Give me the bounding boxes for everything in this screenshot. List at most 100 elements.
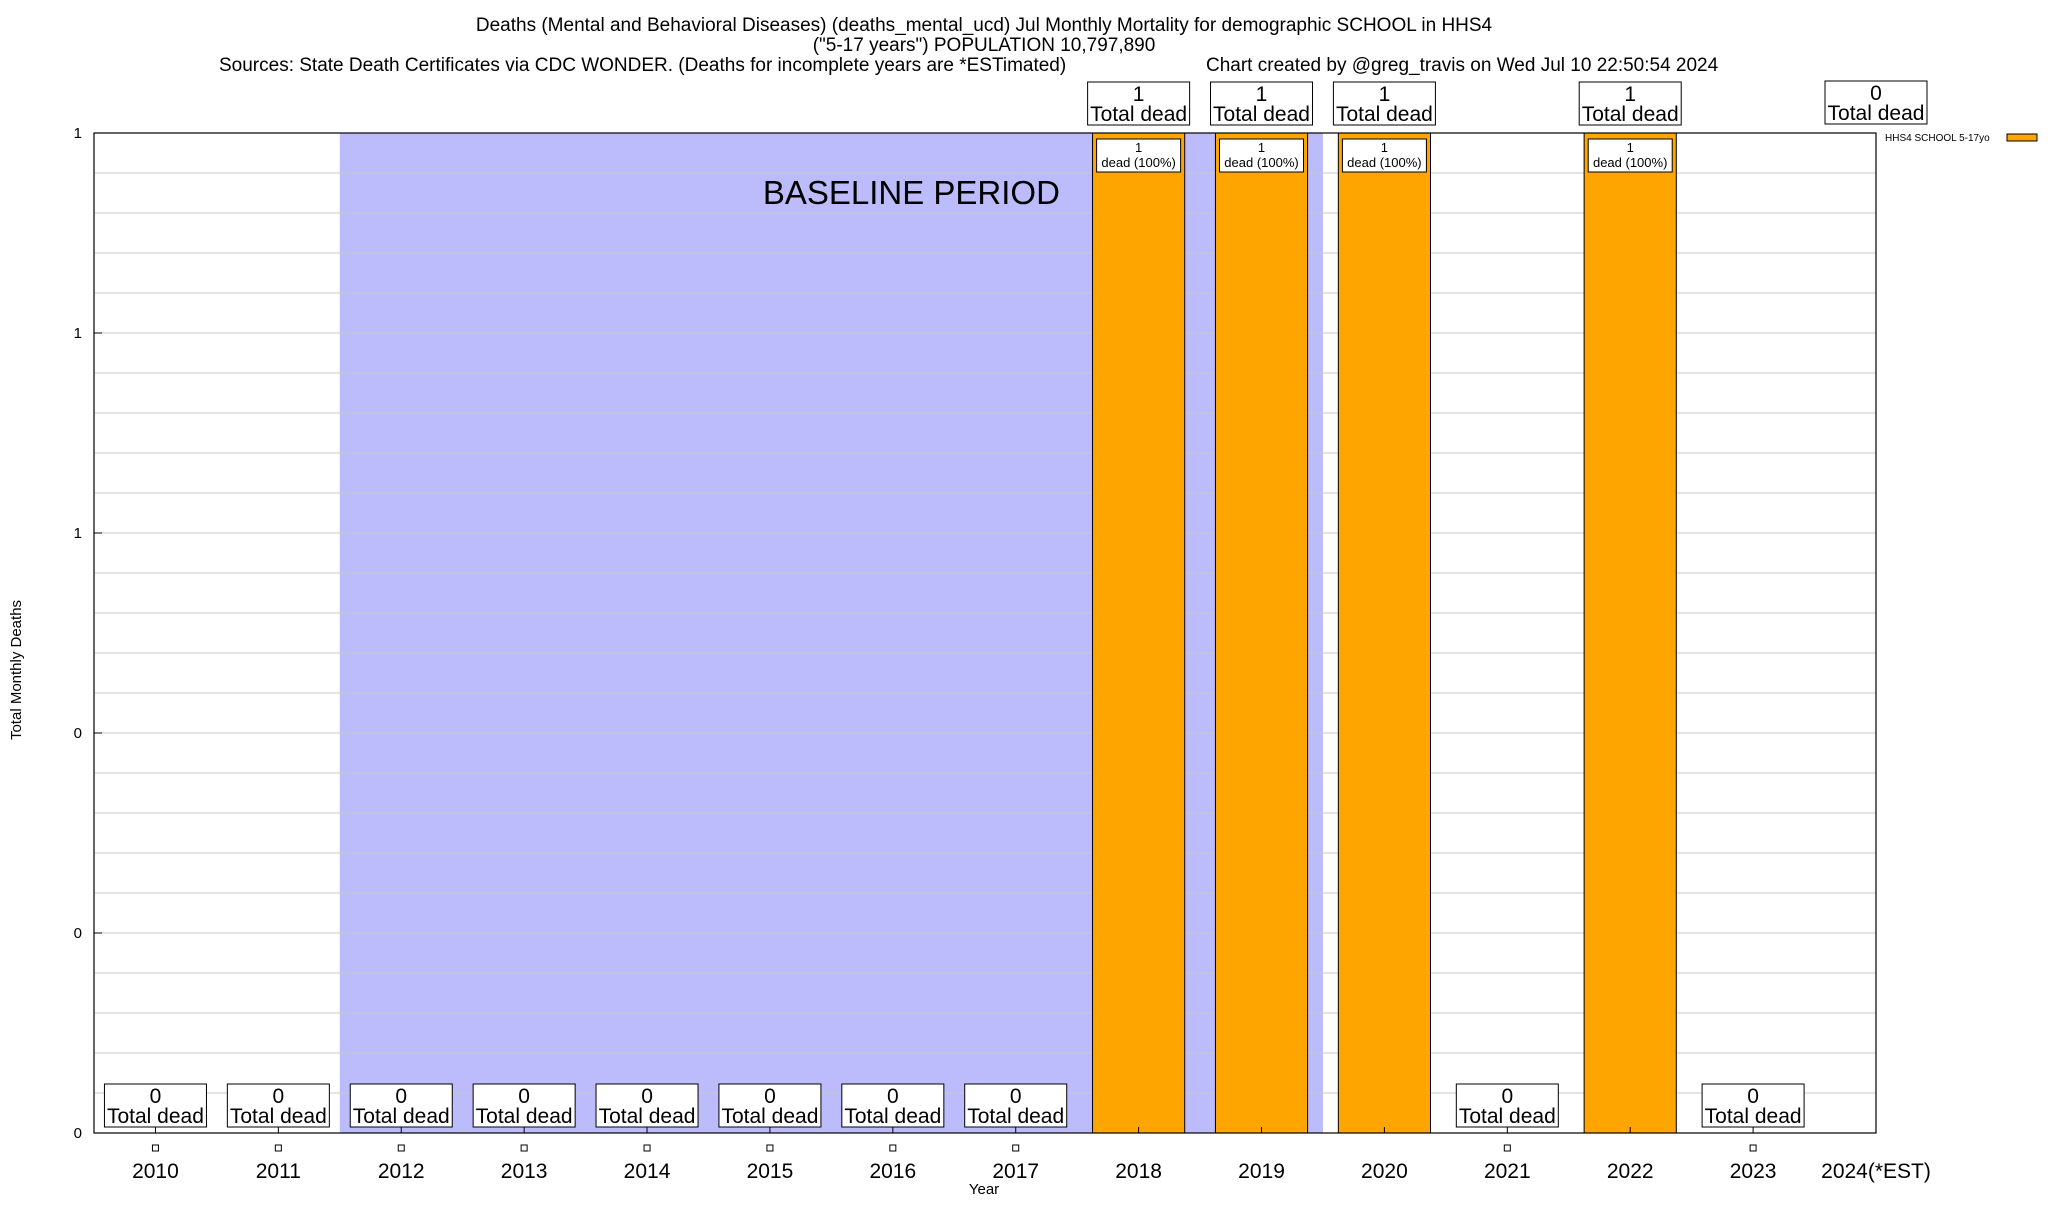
total-dead-text: Total dead (353, 1105, 450, 1128)
y-axis-title: Total Monthly Deaths (8, 600, 25, 740)
zero-point-marker (766, 1144, 774, 1152)
total-dead-count: 0 (887, 1085, 899, 1108)
total-dead-text: Total dead (844, 1105, 941, 1128)
bar-inner-label-count: 1 (1381, 140, 1388, 155)
zero-point-marker (889, 1144, 897, 1152)
total-dead-text: Total dead (1090, 103, 1187, 126)
total-dead-count: 0 (518, 1085, 530, 1108)
x-tick-label: 2016 (869, 1160, 916, 1183)
total-dead-count: 0 (1010, 1085, 1022, 1108)
total-dead-text: Total dead (107, 1105, 204, 1128)
total-dead-text: Total dead (721, 1105, 818, 1128)
x-tick-label: 2022 (1607, 1160, 1654, 1183)
y-tick-label: 0 (74, 725, 82, 742)
legend: HHS4 SCHOOL 5-17yo (1885, 133, 2038, 144)
zero-point-marker (643, 1144, 651, 1152)
total-dead-count: 1 (1256, 83, 1268, 106)
total-dead-text: Total dead (599, 1105, 696, 1128)
y-tick-label: 1 (74, 125, 82, 142)
x-tick-label: 2012 (378, 1160, 425, 1183)
bar-inner-label-count: 1 (1258, 140, 1265, 155)
bar-inner-label-percent: dead (100%) (1101, 155, 1175, 170)
total-dead-text: Total dead (1705, 1105, 1802, 1128)
bar (1583, 132, 1677, 1134)
total-dead-box (1455, 1083, 1559, 1128)
total-dead-box (1701, 1083, 1805, 1128)
chart-subtitle: ("5-17 years") POPULATION 10,797,890 (813, 35, 1156, 56)
total-dead-text: Total dead (1582, 103, 1679, 126)
total-dead-box (103, 1083, 207, 1128)
zero-point-marker (397, 1144, 405, 1152)
total-dead-text: Total dead (1336, 103, 1433, 126)
bar-inner-label-box (1219, 138, 1305, 173)
bar-inner-label-percent: dead (100%) (1593, 155, 1667, 170)
total-dead-count: 0 (641, 1085, 653, 1108)
y-tick-label: 0 (74, 925, 82, 942)
zero-point-marker (151, 1144, 159, 1152)
total-dead-count: 0 (1870, 82, 1882, 105)
total-dead-box (718, 1083, 822, 1128)
total-dead-text: Total dead (476, 1105, 573, 1128)
legend-swatch (2006, 133, 2038, 142)
bar-inner-label-box (1096, 138, 1182, 173)
total-dead-box (595, 1083, 699, 1128)
total-dead-box (349, 1083, 453, 1128)
total-dead-box (1578, 81, 1682, 126)
zero-point-marker (1012, 1144, 1020, 1152)
x-tick-label: 2015 (747, 1160, 794, 1183)
x-tick-label: 2021 (1484, 1160, 1531, 1183)
x-axis-title: Year (969, 1181, 999, 1198)
total-dead-box (472, 1083, 576, 1128)
bar-inner-label-percent: dead (100%) (1224, 155, 1298, 170)
x-tick-label: 2010 (132, 1160, 179, 1183)
bar (1337, 132, 1432, 1134)
baseline-period-label: BASELINE PERIOD (763, 174, 1060, 211)
total-dead-box (226, 1083, 330, 1128)
total-dead-count: 0 (764, 1085, 776, 1108)
total-dead-box (964, 1083, 1068, 1128)
x-tick-label: 2013 (501, 1160, 548, 1183)
zero-point-marker (1749, 1144, 1757, 1152)
zero-point-marker (1503, 1144, 1511, 1152)
x-tick-label: 2019 (1238, 1160, 1285, 1183)
total-dead-count: 1 (1379, 83, 1391, 106)
total-dead-count: 0 (395, 1085, 407, 1108)
bar-inner-label-box (1341, 138, 1427, 173)
total-dead-count: 1 (1133, 83, 1145, 106)
total-dead-count: 0 (150, 1085, 162, 1108)
zero-point-marker (274, 1144, 282, 1152)
x-tick-label: 2014 (624, 1160, 671, 1183)
chart-sources: Sources: State Death Certificates via CD… (219, 55, 1066, 76)
total-dead-text: Total dead (1459, 1105, 1556, 1128)
x-tick-label: 2024(*EST) (1821, 1160, 1931, 1183)
chart-credit: Chart created by @greg_travis on Wed Jul… (1206, 55, 1719, 76)
x-tick-label: 2020 (1361, 1160, 1408, 1183)
total-dead-count: 0 (1747, 1085, 1759, 1108)
chart-title: Deaths (Mental and Behavioral Diseases) … (476, 15, 1493, 36)
total-dead-text: Total dead (1828, 102, 1925, 125)
total-dead-count: 0 (273, 1085, 285, 1108)
x-tick-label: 2017 (992, 1160, 1039, 1183)
total-dead-text: Total dead (967, 1105, 1064, 1128)
bar (1092, 132, 1186, 1134)
x-tick-label: 2011 (256, 1160, 301, 1183)
y-tick-label: 0 (74, 1125, 82, 1142)
total-dead-box (1824, 80, 1928, 125)
